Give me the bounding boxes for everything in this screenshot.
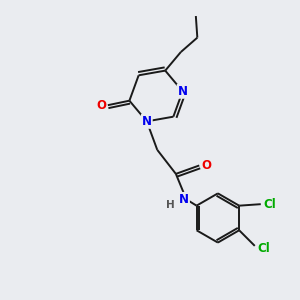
Text: N: N — [178, 85, 188, 98]
Text: Cl: Cl — [257, 242, 270, 255]
Text: N: N — [142, 115, 152, 128]
Text: N: N — [179, 193, 189, 206]
Text: O: O — [96, 99, 106, 112]
Text: O: O — [202, 159, 212, 172]
Text: H: H — [167, 200, 175, 210]
Text: Cl: Cl — [263, 198, 276, 211]
